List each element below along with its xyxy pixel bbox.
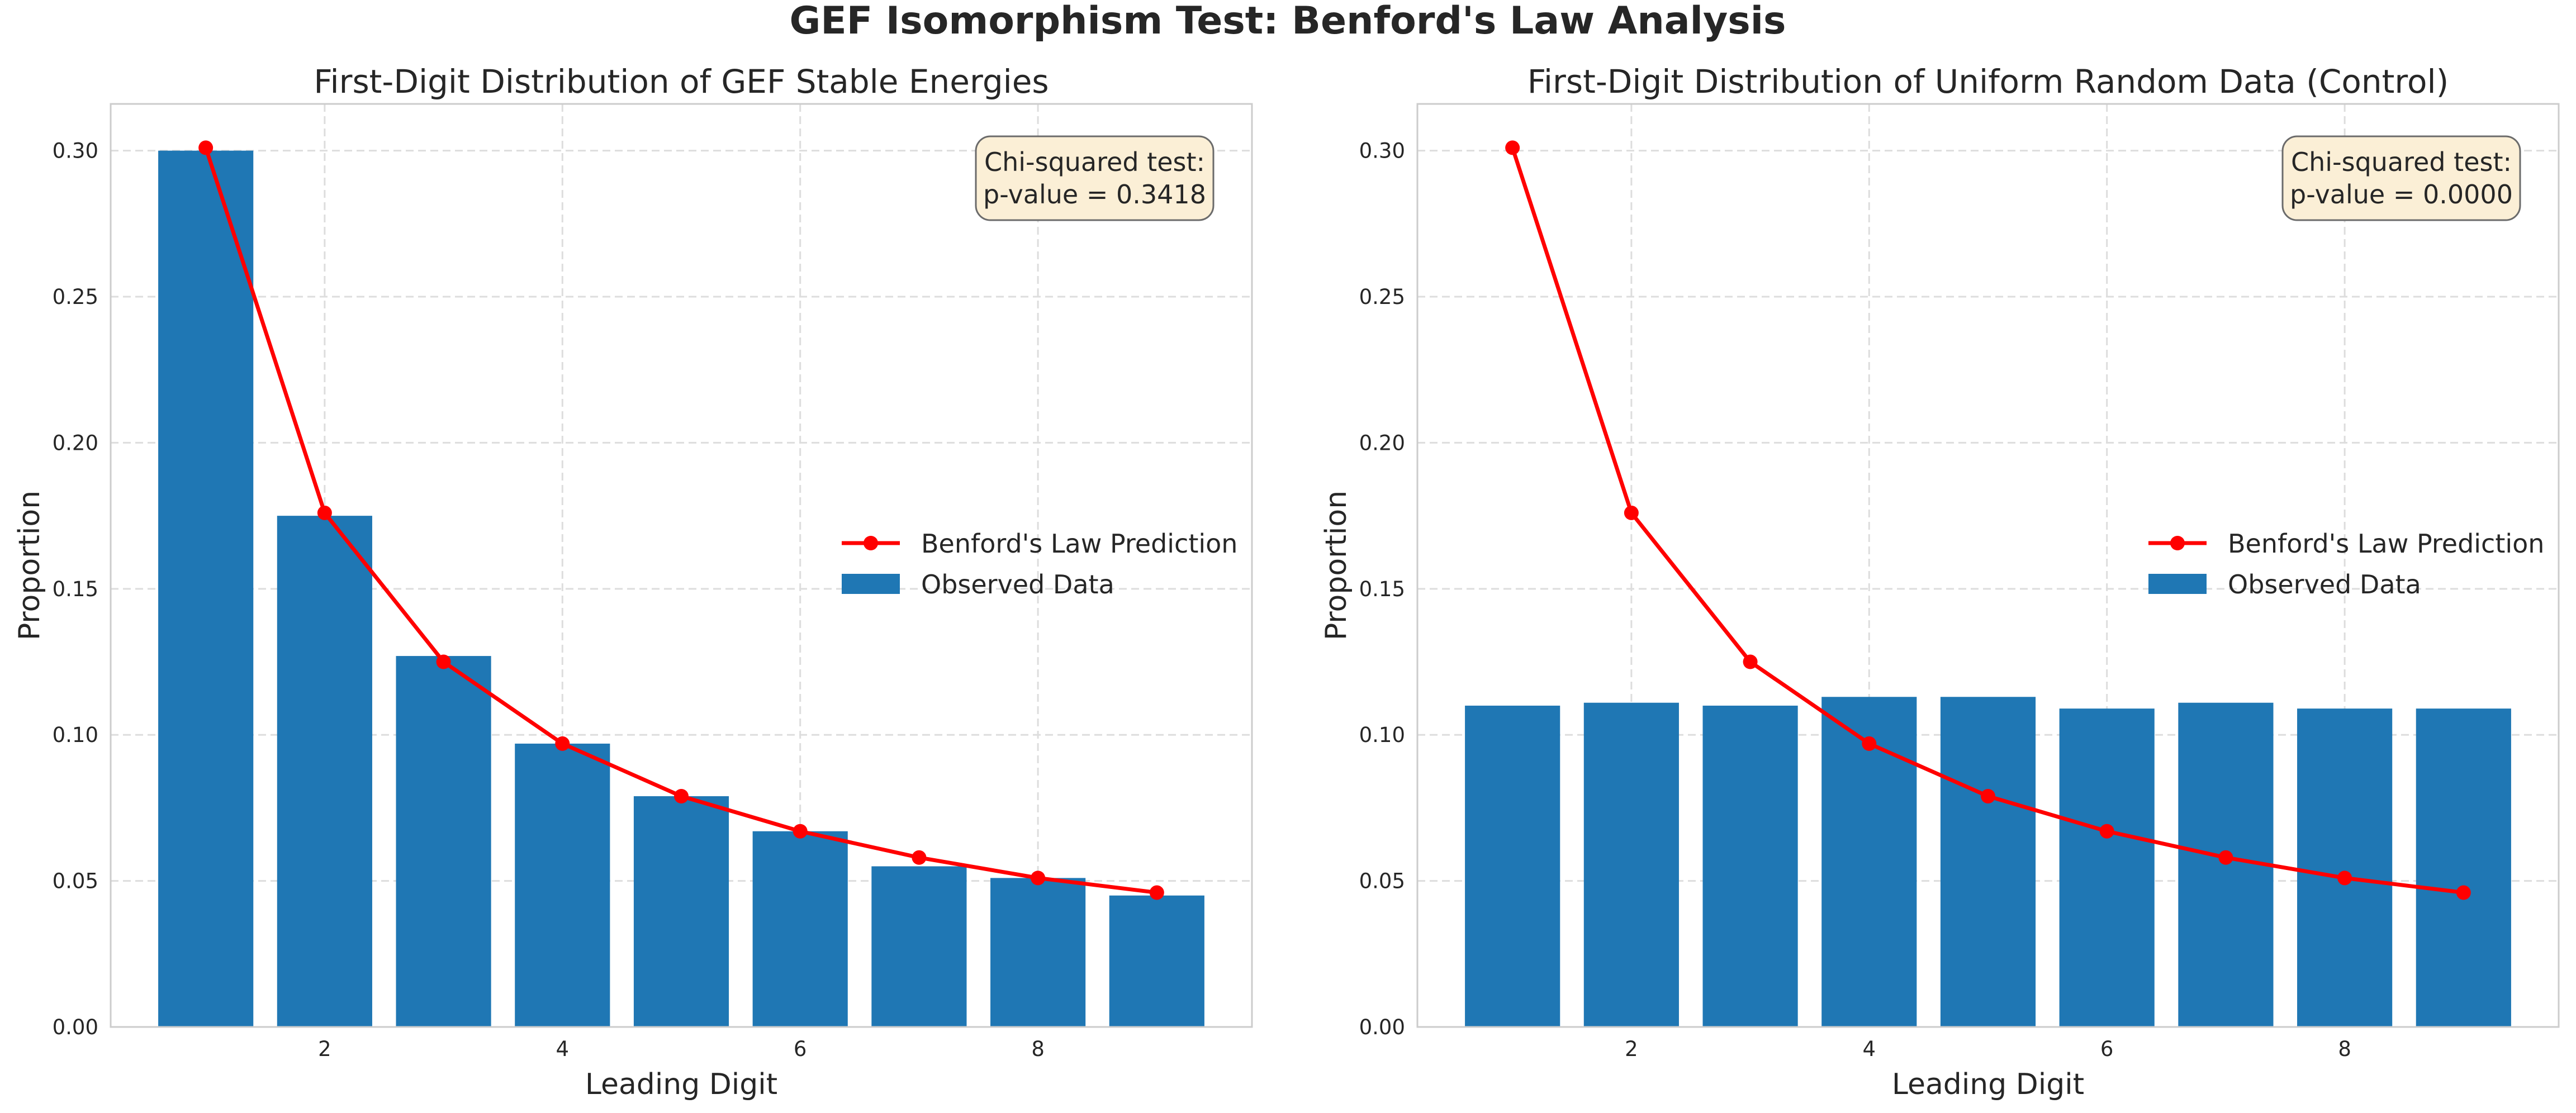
chart-title: First-Digit Distribution of Uniform Rand… bbox=[1527, 63, 2449, 101]
benford-point bbox=[1149, 885, 1164, 900]
y-tick-label: 0.10 bbox=[53, 723, 98, 747]
bar bbox=[1465, 705, 1560, 1027]
legend: Benford's Law Prediction Observed Data bbox=[842, 529, 1237, 600]
y-tick-label: 0.15 bbox=[53, 577, 98, 601]
bar bbox=[158, 150, 254, 1028]
y-axis-label: Proportion bbox=[1320, 491, 1353, 640]
y-tick-label: 0.25 bbox=[53, 285, 98, 309]
legend-label-benford: Benford's Law Prediction bbox=[2228, 529, 2544, 559]
y-tick-label: 0.05 bbox=[53, 869, 98, 893]
y-tick-label: 0.00 bbox=[53, 1015, 98, 1039]
benford-point bbox=[555, 736, 570, 751]
bar bbox=[515, 743, 610, 1027]
annotation-box bbox=[975, 135, 1215, 221]
benford-point bbox=[674, 789, 689, 803]
benford-point bbox=[2218, 850, 2233, 865]
legend-line-marker bbox=[864, 536, 878, 550]
y-tick-label: 0.20 bbox=[53, 431, 98, 455]
legend-label-observed: Observed Data bbox=[2228, 569, 2421, 600]
y-tick-label: 0.15 bbox=[1359, 577, 1405, 601]
bar bbox=[2297, 708, 2393, 1027]
benford-point bbox=[1624, 505, 1639, 520]
legend-label-benford: Benford's Law Prediction bbox=[921, 529, 1237, 559]
annotation-box bbox=[2281, 135, 2521, 221]
benford-point bbox=[1862, 736, 1877, 751]
legend-line-marker bbox=[2170, 536, 2185, 550]
y-tick-label: 0.30 bbox=[1359, 139, 1405, 163]
y-tick-label: 0.20 bbox=[1359, 431, 1405, 455]
bar bbox=[1109, 895, 1204, 1027]
bar bbox=[2416, 708, 2511, 1027]
figure-suptitle: GEF Isomorphism Test: Benford's Law Anal… bbox=[789, 0, 1786, 43]
bar bbox=[990, 878, 1086, 1027]
chart-panel-2: 0.00 0.05 0.10 0.15 0.20 0.25 0.30 2 4 6 8 First-Di… bbox=[1320, 63, 2560, 1101]
legend-bar-swatch bbox=[842, 574, 900, 594]
y-tick-label: 0.00 bbox=[1359, 1015, 1405, 1039]
bar bbox=[1702, 705, 1798, 1027]
benford-point bbox=[1031, 871, 1046, 886]
benford-point bbox=[1505, 140, 1520, 155]
legend-bar-swatch bbox=[2148, 574, 2207, 594]
chart-panel-1: 0.00 0.05 0.10 0.15 0.20 0.25 0.30 2 4 6 8 First-Di… bbox=[13, 63, 1253, 1101]
axes-frame bbox=[1416, 103, 2560, 1028]
y-tick-label: 0.30 bbox=[53, 139, 98, 163]
bar bbox=[1821, 697, 1917, 1027]
benford-point bbox=[317, 505, 332, 520]
chart-title: First-Digit Distribution of GEF Stable E… bbox=[314, 63, 1049, 101]
benford-point bbox=[1743, 654, 1758, 669]
benford-point bbox=[793, 824, 808, 839]
annotation-line-2: p-value = 0.3418 bbox=[983, 179, 1206, 210]
y-tick-label: 0.05 bbox=[1359, 869, 1405, 893]
y-axis-label: Proportion bbox=[13, 491, 46, 640]
x-axis-label: Leading Digit bbox=[1892, 1068, 2084, 1101]
bar bbox=[396, 656, 491, 1027]
bar bbox=[752, 831, 848, 1027]
benford-point bbox=[912, 850, 927, 865]
bar bbox=[1940, 697, 2036, 1027]
x-tick-label: 8 bbox=[1031, 1037, 1045, 1061]
annotation-line-2: p-value = 0.0000 bbox=[2290, 179, 2513, 210]
bar bbox=[277, 516, 372, 1027]
axes-frame bbox=[110, 103, 1253, 1028]
benford-point bbox=[2456, 885, 2471, 900]
x-tick-label: 8 bbox=[2338, 1037, 2351, 1061]
y-tick-label: 0.25 bbox=[1359, 285, 1405, 309]
benford-point bbox=[2099, 824, 2114, 839]
bar bbox=[871, 866, 967, 1027]
x-tick-label: 6 bbox=[2100, 1037, 2114, 1061]
x-axis-label: Leading Digit bbox=[585, 1068, 777, 1101]
benford-point bbox=[2337, 871, 2352, 886]
benford-point bbox=[1981, 789, 1995, 803]
x-tick-label: 2 bbox=[318, 1037, 331, 1061]
legend-label-observed: Observed Data bbox=[921, 569, 1114, 600]
benford-point bbox=[436, 654, 451, 669]
y-tick-label: 0.10 bbox=[1359, 723, 1405, 747]
annotation-line-1: Chi-squared test: bbox=[2291, 147, 2512, 177]
bar bbox=[633, 796, 729, 1027]
x-tick-label: 2 bbox=[1625, 1037, 1638, 1061]
bar bbox=[1583, 702, 1679, 1027]
benford-point bbox=[198, 140, 214, 155]
bar bbox=[2059, 708, 2155, 1027]
legend: Benford's Law Prediction Observed Data bbox=[2148, 529, 2544, 600]
x-tick-label: 4 bbox=[1863, 1037, 1876, 1061]
x-tick-label: 4 bbox=[556, 1037, 570, 1061]
x-tick-label: 6 bbox=[794, 1037, 807, 1061]
annotation-line-1: Chi-squared test: bbox=[984, 147, 1205, 177]
